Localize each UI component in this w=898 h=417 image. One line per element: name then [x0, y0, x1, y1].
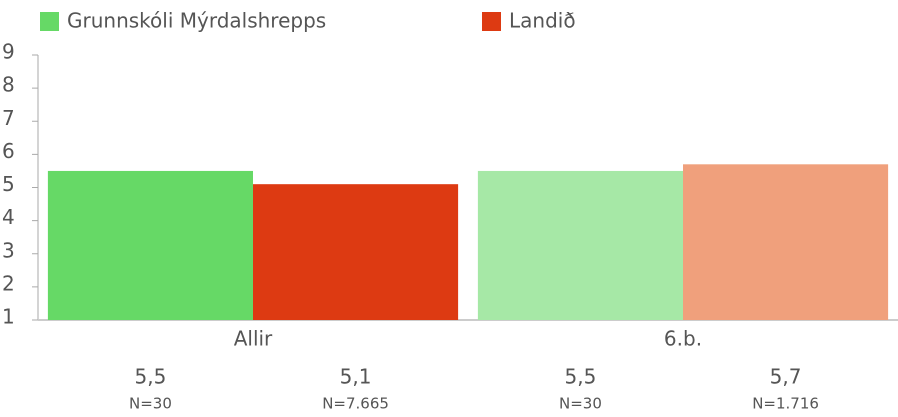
bar [683, 164, 889, 320]
n-label: N=30 [559, 395, 602, 413]
y-tick-label: 5 [2, 172, 15, 196]
legend-label: Landið [509, 9, 576, 33]
legend-swatch [482, 12, 501, 31]
bar [253, 184, 459, 320]
value-label: 5,1 [340, 365, 372, 389]
y-tick-label: 8 [2, 73, 15, 97]
x-tick-label: Allir [234, 327, 273, 351]
value-label: 5,7 [770, 365, 802, 389]
y-tick-label: 7 [2, 106, 15, 130]
n-label: N=30 [129, 395, 172, 413]
legend-label: Grunnskóli Mýrdalshrepps [67, 9, 326, 33]
bar [477, 170, 683, 320]
x-tick-label: 6.b. [664, 327, 702, 351]
value-label: 5,5 [135, 365, 167, 389]
y-tick-label: 2 [2, 271, 15, 295]
y-tick-label: 6 [2, 139, 15, 163]
y-tick-label: 1 [2, 305, 15, 329]
y-tick-label: 4 [2, 205, 15, 229]
bar [47, 170, 253, 320]
y-tick-label: 3 [2, 238, 15, 262]
n-label: N=1.716 [752, 395, 819, 413]
y-tick-label: 9 [2, 40, 15, 64]
legend-swatch [40, 12, 59, 31]
n-label: N=7.665 [322, 395, 389, 413]
value-label: 5,5 [565, 365, 597, 389]
